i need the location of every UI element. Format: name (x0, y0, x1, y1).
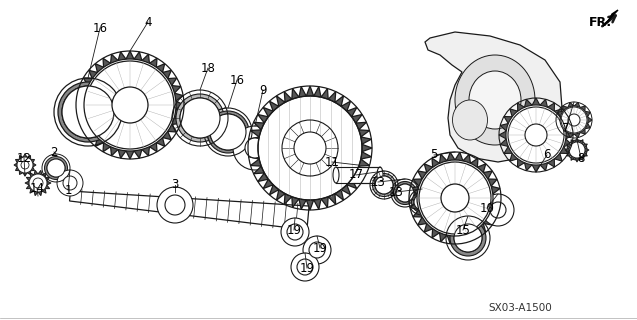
Text: 17: 17 (348, 169, 364, 181)
Text: 2: 2 (50, 146, 58, 158)
Polygon shape (336, 167, 380, 183)
Circle shape (569, 142, 585, 158)
Ellipse shape (452, 100, 487, 140)
Circle shape (17, 157, 33, 173)
Polygon shape (69, 191, 309, 230)
Circle shape (210, 114, 246, 150)
Circle shape (490, 202, 506, 218)
Text: 12: 12 (17, 151, 31, 164)
Circle shape (258, 96, 362, 200)
Text: 7: 7 (562, 122, 569, 134)
Circle shape (303, 236, 331, 264)
Circle shape (287, 224, 303, 240)
Ellipse shape (333, 167, 339, 183)
Circle shape (375, 176, 393, 194)
Text: 6: 6 (543, 148, 551, 162)
Text: FR.: FR. (589, 15, 612, 28)
Circle shape (21, 161, 29, 169)
Circle shape (33, 178, 43, 188)
Circle shape (525, 124, 547, 146)
Text: 8: 8 (577, 151, 585, 164)
Polygon shape (409, 152, 501, 244)
Circle shape (157, 187, 193, 223)
Circle shape (57, 170, 83, 196)
Polygon shape (425, 32, 562, 162)
Circle shape (17, 157, 33, 173)
Text: 9: 9 (259, 84, 267, 97)
Circle shape (258, 96, 362, 200)
Text: 1: 1 (64, 183, 72, 196)
Circle shape (165, 195, 185, 215)
Circle shape (560, 106, 588, 134)
Text: 15: 15 (455, 223, 471, 236)
Text: 10: 10 (480, 202, 494, 214)
Circle shape (568, 114, 580, 126)
Circle shape (294, 132, 326, 164)
Circle shape (29, 174, 47, 192)
Circle shape (47, 159, 65, 177)
Circle shape (482, 194, 514, 226)
Circle shape (508, 107, 564, 163)
Ellipse shape (469, 71, 521, 129)
Circle shape (419, 162, 491, 234)
Circle shape (506, 105, 566, 165)
Circle shape (297, 259, 313, 275)
Circle shape (86, 61, 174, 149)
Circle shape (441, 184, 469, 212)
Text: 13: 13 (389, 186, 403, 198)
Text: 13: 13 (371, 175, 385, 188)
Circle shape (84, 59, 176, 151)
Text: 19: 19 (287, 223, 301, 236)
Circle shape (62, 86, 114, 138)
Polygon shape (14, 154, 36, 176)
Text: 18: 18 (201, 61, 215, 75)
Polygon shape (603, 10, 618, 26)
Polygon shape (248, 86, 372, 210)
Polygon shape (565, 138, 589, 162)
Circle shape (561, 107, 587, 133)
Circle shape (233, 126, 277, 170)
Text: 16: 16 (92, 21, 108, 35)
Circle shape (63, 176, 77, 190)
Circle shape (29, 174, 47, 192)
Text: 5: 5 (431, 148, 438, 162)
Circle shape (396, 184, 414, 202)
Text: SX03-A1500: SX03-A1500 (488, 303, 552, 313)
Circle shape (309, 242, 325, 258)
Circle shape (454, 224, 482, 252)
Circle shape (414, 194, 430, 210)
Text: 4: 4 (144, 15, 152, 28)
Polygon shape (25, 170, 51, 196)
Circle shape (291, 253, 319, 281)
Circle shape (569, 142, 585, 158)
Circle shape (245, 138, 265, 158)
Circle shape (417, 160, 493, 236)
Circle shape (572, 145, 582, 155)
Text: 11: 11 (324, 156, 340, 169)
Circle shape (567, 140, 587, 160)
Circle shape (180, 98, 220, 138)
Text: 14: 14 (29, 181, 45, 195)
Ellipse shape (377, 167, 383, 183)
Text: 3: 3 (171, 179, 179, 191)
Circle shape (112, 87, 148, 123)
Text: 19: 19 (313, 242, 327, 254)
Polygon shape (499, 98, 573, 172)
Polygon shape (76, 51, 184, 159)
Circle shape (281, 218, 309, 246)
Ellipse shape (455, 55, 535, 145)
Text: 19: 19 (299, 261, 315, 275)
Polygon shape (556, 102, 592, 138)
Text: 16: 16 (229, 74, 245, 86)
